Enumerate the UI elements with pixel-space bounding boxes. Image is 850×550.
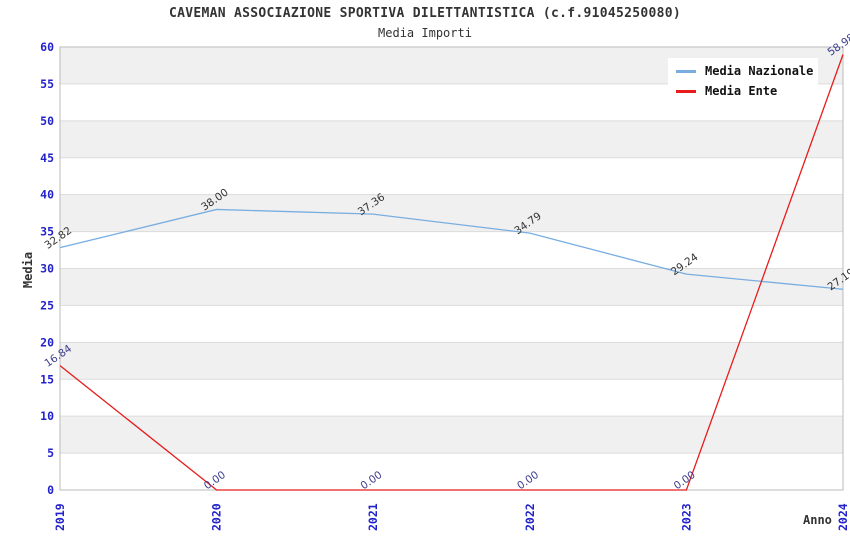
plot-band — [60, 416, 843, 454]
y-tick-label: 35 — [40, 225, 54, 239]
x-tick-label: 2024 — [836, 503, 850, 531]
y-tick-label: 20 — [40, 335, 54, 349]
y-tick-label: 25 — [40, 298, 54, 312]
y-tick-label: 60 — [40, 40, 54, 54]
legend-swatch-blue — [676, 69, 696, 73]
x-tick-label: 2022 — [523, 503, 537, 531]
plot-band — [60, 231, 843, 269]
chart-title: CAVEMAN ASSOCIAZIONE SPORTIVA DILETTANTI… — [169, 6, 681, 21]
chart-legend: Media Nazionale Media Ente — [668, 58, 818, 105]
y-tick-label: 0 — [47, 483, 54, 497]
legend-item-media-nazionale: Media Nazionale — [676, 61, 814, 81]
y-tick-label: 50 — [40, 114, 54, 128]
y-tick-label: 40 — [40, 188, 54, 202]
plot-band — [60, 342, 843, 380]
data-label: 58.98 — [826, 32, 850, 59]
y-axis-title: Media — [21, 251, 35, 289]
plot-band — [60, 305, 843, 343]
x-axis-title: Anno — [803, 513, 832, 527]
y-tick-label: 10 — [40, 409, 54, 423]
legend-label: Media Ente — [705, 84, 778, 98]
y-tick-label: 30 — [40, 262, 54, 276]
chart-subtitle: Media Importi — [378, 26, 472, 40]
plot-band — [60, 120, 843, 158]
x-tick-label: 2019 — [53, 503, 67, 531]
x-tick-label: 2023 — [679, 503, 693, 531]
y-tick-label: 45 — [40, 151, 54, 165]
y-tick-label: 55 — [40, 77, 54, 91]
plot-band — [60, 157, 843, 195]
y-tick-label: 15 — [40, 372, 54, 386]
x-tick-label: 2020 — [210, 503, 224, 531]
x-tick-label: 2021 — [366, 503, 380, 531]
plot-band — [60, 194, 843, 232]
plot-band — [60, 379, 843, 417]
legend-swatch-red — [676, 89, 696, 93]
legend-item-media-ente: Media Ente — [676, 81, 812, 101]
series-line-media-ente — [59, 54, 844, 491]
series-line-media-nazionale — [59, 208, 844, 290]
plot-band — [60, 268, 843, 306]
plot-band — [60, 453, 843, 490]
y-tick-label: 5 — [47, 446, 54, 460]
legend-label: Media Nazionale — [705, 64, 814, 78]
